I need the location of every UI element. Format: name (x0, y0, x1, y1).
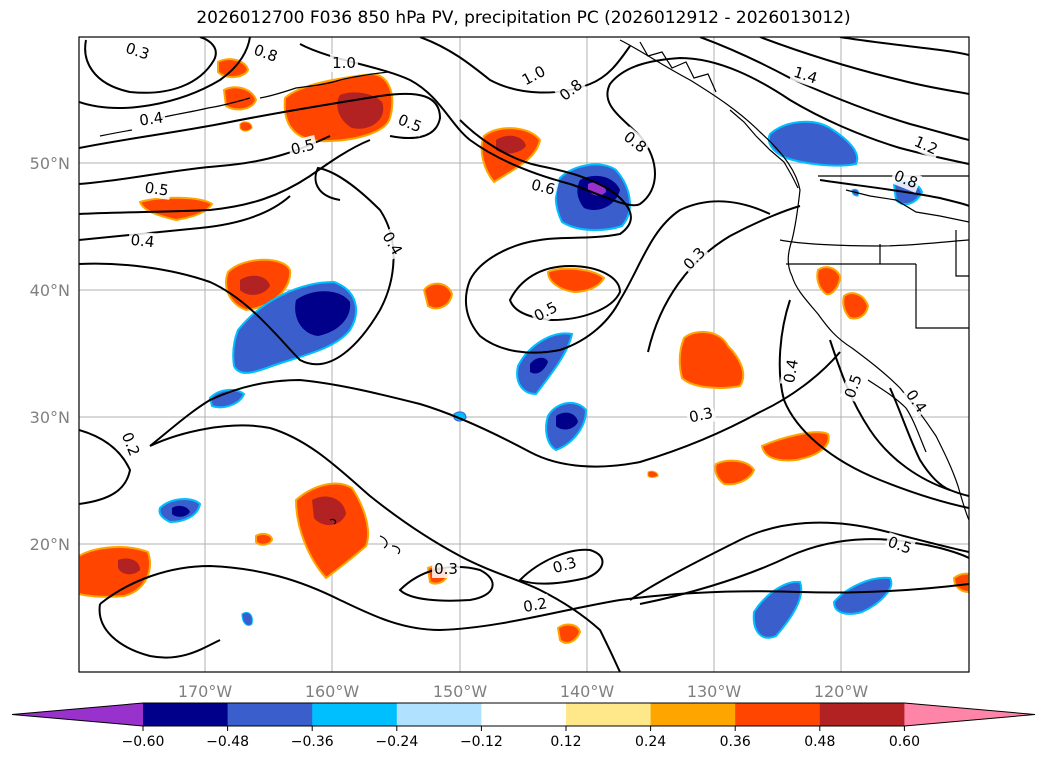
contour-label-halo (287, 135, 319, 160)
contour-label-halo (127, 230, 158, 252)
colorbar-tick-label: 0.24 (635, 734, 666, 750)
lat-label: 20°N (30, 535, 70, 554)
colorbar-segment (481, 703, 567, 726)
precip-negative-areas (158, 120, 924, 639)
colorbar-segment (396, 703, 482, 726)
contour-label: 0.4 (130, 231, 156, 251)
colorbar-segment (566, 703, 652, 726)
colorbar-tick-label: 0.48 (804, 734, 835, 750)
contour-label-halo (330, 54, 358, 72)
contour-label-halo (889, 165, 923, 193)
contour-label-halo (554, 74, 588, 106)
contour-label-halo (141, 178, 172, 200)
contour-label: 0.4 (780, 358, 802, 385)
lon-label: 140°W (560, 682, 615, 701)
contour-labels: 0.3 0.8 1.0 0.4 0.5 0.5 1.0 0.8 1.4 0.8 … (117, 38, 943, 617)
contour-label-halo (393, 109, 427, 137)
colorbar-extend-min (12, 703, 143, 726)
contour-label-halo (529, 297, 563, 327)
contour-label-halo (517, 61, 551, 91)
map-border (78, 36, 970, 673)
contour-label-halo (249, 40, 282, 67)
lat-label: 50°N (30, 154, 70, 173)
colorbar-tick-label: 0.12 (550, 734, 581, 750)
colorbar-tick-label: 0.36 (720, 734, 751, 750)
lat-label: 40°N (30, 281, 70, 300)
colorbar-tick-label: −0.48 (206, 734, 249, 750)
lon-label: 120°W (814, 682, 869, 701)
colorbar-tick-label: −0.60 (122, 734, 165, 750)
contour-label-halo (548, 552, 581, 578)
colorbar-tick-label: 0.60 (889, 734, 920, 750)
contour-label-halo (519, 593, 551, 617)
colorbar-segment (735, 703, 821, 726)
contour-label-halo (685, 403, 717, 427)
contour-label-halo (121, 38, 154, 65)
contour-label-halo (377, 226, 408, 261)
contour-label-halo (900, 384, 932, 418)
contour-label: 0.3 (551, 553, 579, 577)
contour-label: 0.5 (144, 178, 170, 199)
contour-label-halo (789, 62, 822, 89)
latitude-labels: 50°N 40°N 30°N 20°N (30, 154, 70, 554)
contour-label-halo (136, 108, 167, 130)
lon-label: 130°W (687, 682, 742, 701)
contour-label-halo (840, 370, 867, 403)
lon-label: 160°W (305, 682, 360, 701)
lat-label: 30°N (30, 408, 70, 427)
colorbar-tick-label: −0.24 (375, 734, 418, 750)
contour-label: 1.0 (332, 54, 356, 72)
colorbar-segment (819, 703, 905, 726)
colorbar-segment (143, 703, 229, 726)
contour-label: 0.6 (529, 176, 557, 199)
lon-label: 150°W (433, 682, 488, 701)
colorbar: −0.60 −0.48 −0.36 −0.24 −0.12 0.12 0.24 0.36 0.4… (11, 702, 1036, 750)
contour-label: 0.2 (522, 594, 549, 616)
colorbar-tick-label: −0.12 (460, 734, 503, 750)
contour-label-halo (527, 175, 559, 200)
colorbar-extend-max (904, 703, 1035, 726)
lon-label: 170°W (178, 682, 233, 701)
contour-label-halo (883, 532, 916, 559)
contour-label-halo (779, 355, 803, 387)
contour-label-halo (117, 427, 145, 461)
pv-contours (79, 37, 969, 672)
colorbar-segment (227, 703, 313, 726)
contour-label: 0.4 (138, 108, 164, 129)
longitude-labels: 170°W 160°W 150°W 140°W 130°W 120°W (178, 682, 869, 701)
contour-label: 0.3 (687, 404, 714, 427)
contour-label: 0.5 (289, 136, 317, 159)
map-title: 2026012700 F036 850 hPa PV, precipitatio… (196, 8, 851, 28)
colorbar-tick-label: −0.36 (291, 734, 334, 750)
coastlines (99, 39, 969, 555)
colorbar-segment (312, 703, 398, 726)
contour-label: 0.3 (434, 560, 458, 578)
colorbar-segment (650, 703, 736, 726)
contour-label-halo (618, 126, 652, 158)
contour-label-halo (909, 131, 943, 160)
contour-label-halo (432, 560, 460, 578)
contour-label-halo (678, 242, 711, 275)
